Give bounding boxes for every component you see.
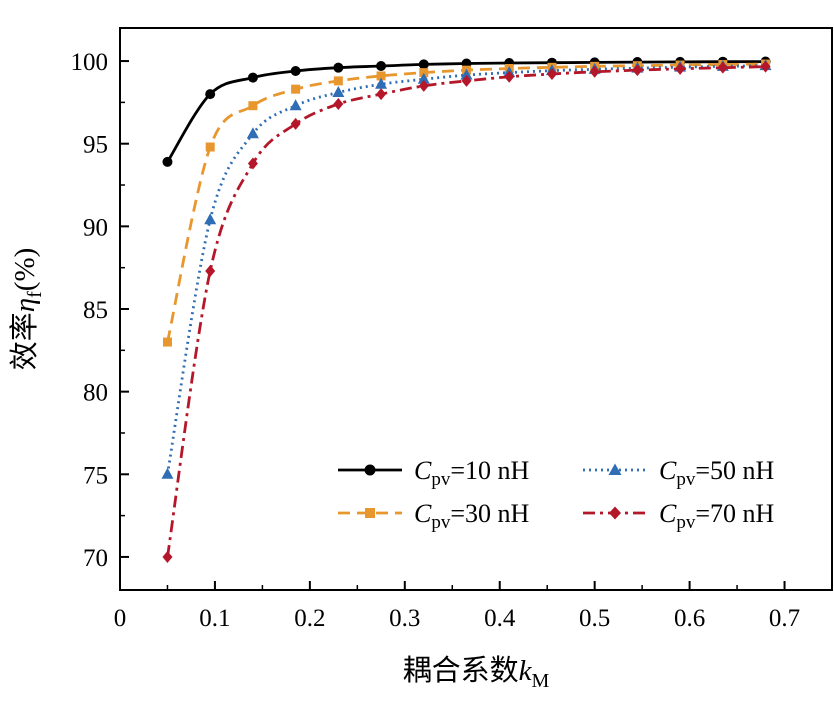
data-point — [290, 117, 301, 130]
x-tick-label: 0.1 — [199, 605, 230, 632]
y-tick-label: 80 — [83, 380, 108, 407]
y-axis-title-sub: f — [24, 291, 46, 298]
data-point — [248, 101, 258, 111]
data-point — [290, 65, 301, 76]
data-point — [419, 68, 429, 78]
x-axis-title-sub: M — [532, 670, 550, 692]
x-tick-label: 0.3 — [389, 605, 420, 632]
y-axis-title-var: η — [9, 298, 41, 312]
data-point — [461, 74, 472, 87]
data-point — [289, 99, 302, 111]
x-tick-label: 0.6 — [674, 605, 705, 632]
data-point — [291, 84, 301, 94]
data-point — [333, 76, 343, 86]
series-3 — [161, 59, 772, 479]
legend: Cpv=10 nH Cpv=30 nH Cpv=50 nH Cpv=70 nH — [338, 456, 775, 533]
legend-marker-3 — [608, 463, 622, 475]
data-point — [162, 156, 173, 167]
data-point — [417, 72, 430, 84]
legend-entry-1: Cpv=10 nH — [338, 456, 530, 490]
data-point — [375, 77, 388, 89]
y-tick-label: 95 — [83, 132, 108, 159]
x-axis-ticks — [119, 581, 786, 590]
data-point — [376, 88, 387, 101]
legend-marker-1 — [364, 464, 376, 476]
x-axis-title: 耦合系数kM — [403, 654, 550, 692]
x-tick-label: 0 — [114, 605, 127, 632]
legend-label-4: Cpv=70 nH — [659, 499, 775, 533]
data-point — [161, 467, 174, 479]
data-point — [460, 68, 473, 80]
series-2 — [162, 59, 771, 347]
data-point — [376, 71, 386, 81]
data-point — [247, 72, 258, 83]
data-point — [376, 61, 387, 72]
series-line — [166, 64, 766, 475]
x-axis-title-text: 耦合系数 — [403, 654, 519, 687]
x-tick-label: 0.7 — [769, 605, 800, 632]
x-tick-label: 0.4 — [484, 605, 516, 632]
y-axis-title-unit: (%) — [9, 248, 41, 291]
x-axis-tick-labels: 0 0.1 0.2 0.3 0.4 0.5 0.6 0.7 — [114, 605, 800, 632]
data-point — [162, 337, 172, 347]
legend-label-3: Cpv=50 nH — [659, 456, 775, 490]
data-point — [246, 127, 259, 139]
x-tick-label: 0.5 — [579, 605, 610, 632]
y-tick-label: 70 — [83, 545, 108, 572]
legend-entry-3: Cpv=50 nH — [583, 456, 775, 490]
legend-marker-2 — [365, 508, 375, 518]
data-point — [546, 67, 557, 80]
data-point — [333, 98, 344, 111]
y-tick-label: 75 — [83, 462, 108, 489]
legend-label-2: Cpv=30 nH — [414, 499, 530, 533]
y-axis-tick-labels: 70 75 80 85 90 95 100 — [71, 49, 109, 572]
legend-label-1: Cpv=10 nH — [414, 456, 530, 490]
data-point — [333, 62, 344, 73]
data-point — [247, 157, 258, 170]
data-point — [332, 85, 345, 97]
data-point — [589, 65, 600, 78]
legend-entry-4: Cpv=70 nH — [583, 499, 775, 533]
y-axis-ticks — [120, 60, 129, 558]
data-point — [504, 70, 515, 83]
y-tick-label: 90 — [83, 214, 108, 241]
data-point — [162, 550, 173, 563]
data-point — [632, 64, 643, 77]
data-point — [675, 62, 686, 75]
data-point — [205, 142, 215, 152]
data-point — [717, 61, 728, 74]
y-axis-title: 效率ηf(%) — [8, 248, 46, 371]
x-axis-title-var: k — [519, 655, 533, 687]
data-point — [760, 60, 771, 73]
series-line — [166, 65, 766, 558]
data-point — [205, 264, 216, 277]
data-point — [418, 79, 429, 92]
data-point — [204, 213, 217, 225]
legend-marker-4 — [609, 506, 621, 520]
data-point — [418, 59, 429, 70]
x-tick-label: 0.2 — [294, 605, 325, 632]
legend-entry-2: Cpv=30 nH — [338, 499, 530, 533]
y-tick-label: 100 — [71, 49, 109, 76]
y-tick-label: 85 — [83, 297, 108, 324]
series-line — [166, 62, 766, 343]
series-4 — [162, 60, 771, 563]
data-point — [205, 89, 216, 100]
y-axis-title-text: 效率 — [8, 312, 41, 370]
series-layer — [161, 56, 772, 563]
